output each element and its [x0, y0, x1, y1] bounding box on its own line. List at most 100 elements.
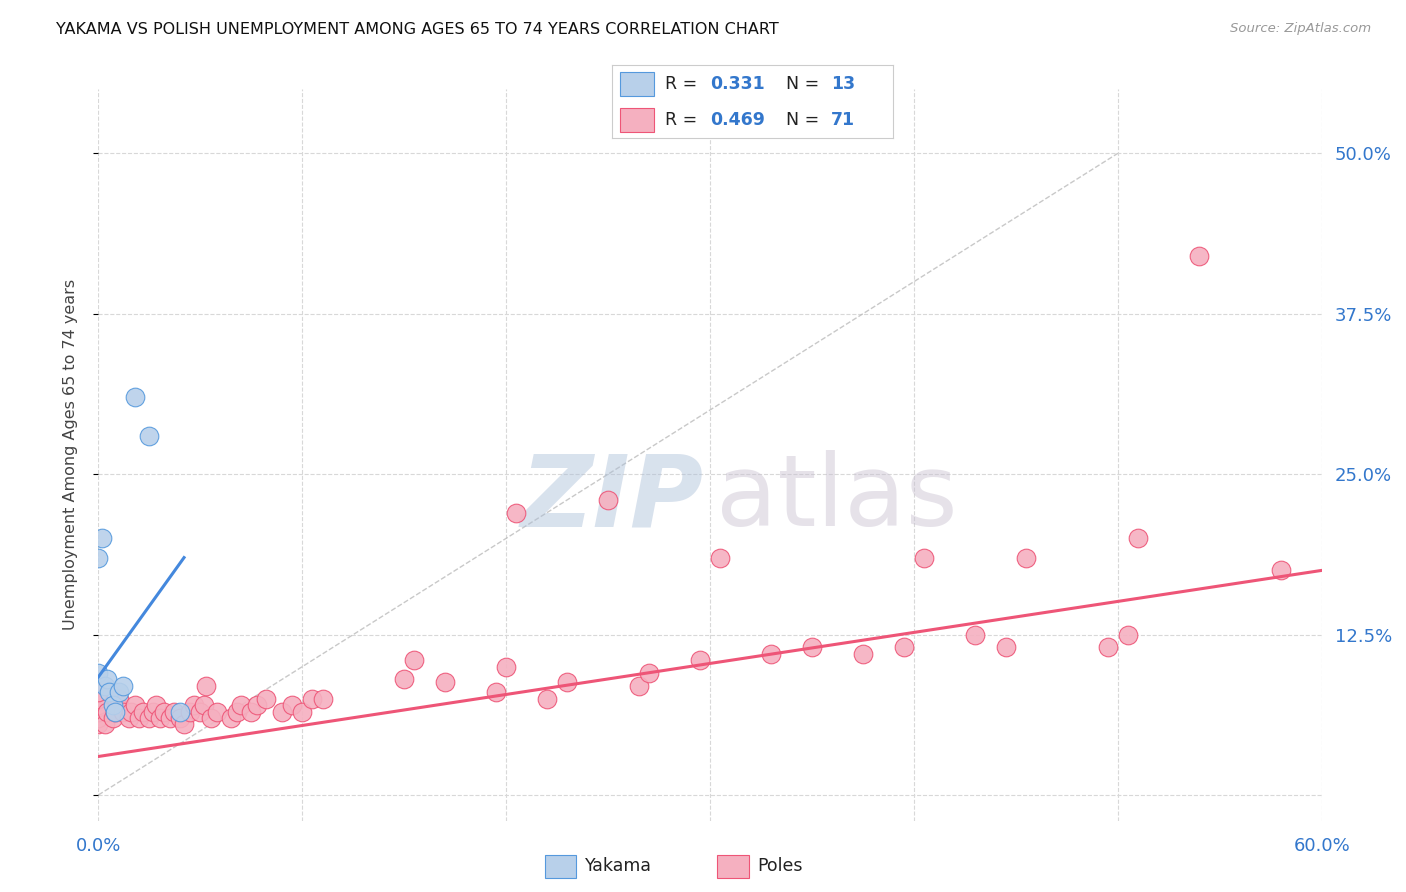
Point: [557, 675, 579, 690]
Point: [312, 691, 335, 706]
Point: [392, 673, 416, 687]
Point: [108, 691, 131, 706]
Point: [598, 492, 620, 507]
Point: [226, 705, 249, 719]
Point: [87, 550, 110, 565]
Point: [231, 698, 253, 713]
Bar: [544, 855, 576, 878]
Point: [124, 698, 146, 713]
Point: [801, 640, 824, 655]
Point: [101, 711, 124, 725]
Point: [111, 679, 134, 693]
Point: [638, 666, 661, 681]
Point: [246, 698, 269, 713]
Text: atlas: atlas: [716, 450, 957, 548]
Point: [173, 717, 195, 731]
Text: 0.331: 0.331: [710, 75, 765, 93]
Point: [188, 705, 212, 719]
Point: [1015, 550, 1038, 565]
Point: [709, 550, 731, 565]
Text: N =: N =: [786, 75, 825, 93]
Point: [169, 711, 191, 725]
Point: [270, 705, 294, 719]
Point: [105, 698, 128, 713]
Point: [291, 705, 314, 719]
Point: [912, 550, 935, 565]
Point: [205, 705, 228, 719]
Point: [87, 717, 110, 731]
Point: [120, 705, 142, 719]
Point: [93, 679, 115, 693]
Point: [536, 691, 558, 706]
Point: [893, 640, 915, 655]
Point: [1097, 640, 1119, 655]
Point: [183, 698, 205, 713]
Point: [200, 711, 222, 725]
Point: [281, 698, 304, 713]
Point: [104, 705, 127, 719]
Point: [124, 390, 146, 404]
Point: [1116, 627, 1139, 641]
Point: [1270, 563, 1292, 577]
Point: [87, 666, 110, 681]
Point: [485, 685, 508, 699]
Point: [965, 627, 987, 641]
Text: 0.469: 0.469: [710, 111, 765, 128]
Point: [404, 653, 426, 667]
Point: [108, 685, 131, 699]
Point: [101, 698, 124, 713]
Point: [219, 711, 242, 725]
Point: [169, 705, 191, 719]
Point: [132, 705, 155, 719]
Point: [152, 705, 174, 719]
Text: N =: N =: [786, 111, 825, 128]
Point: [159, 711, 181, 725]
Point: [163, 705, 186, 719]
Point: [111, 705, 134, 719]
Point: [96, 705, 118, 719]
Bar: [620, 108, 654, 132]
Point: [87, 685, 110, 699]
Text: 13: 13: [831, 75, 855, 93]
Point: [91, 532, 114, 546]
Text: Yakama: Yakama: [585, 857, 652, 875]
Point: [761, 647, 783, 661]
Point: [87, 698, 110, 713]
Text: YAKAMA VS POLISH UNEMPLOYMENT AMONG AGES 65 TO 74 YEARS CORRELATION CHART: YAKAMA VS POLISH UNEMPLOYMENT AMONG AGES…: [56, 22, 779, 37]
Point: [193, 698, 215, 713]
Point: [138, 428, 160, 442]
Point: [1188, 249, 1211, 263]
Bar: [717, 855, 748, 878]
Text: 71: 71: [831, 111, 855, 128]
Point: [87, 705, 110, 719]
Point: [254, 691, 277, 706]
Bar: [620, 71, 654, 95]
Point: [93, 717, 115, 731]
Point: [505, 506, 527, 520]
Text: ZIP: ZIP: [520, 450, 704, 548]
Point: [87, 711, 110, 725]
Text: Source: ZipAtlas.com: Source: ZipAtlas.com: [1230, 22, 1371, 36]
Point: [195, 679, 218, 693]
Point: [142, 705, 165, 719]
Point: [149, 711, 172, 725]
Point: [96, 673, 118, 687]
Text: R =: R =: [665, 111, 703, 128]
Point: [145, 698, 167, 713]
Y-axis label: Unemployment Among Ages 65 to 74 years: Unemployment Among Ages 65 to 74 years: [63, 279, 77, 631]
Point: [104, 705, 127, 719]
Text: Poles: Poles: [758, 857, 803, 875]
Point: [87, 691, 110, 706]
Text: R =: R =: [665, 75, 703, 93]
Point: [240, 705, 263, 719]
Point: [301, 691, 323, 706]
Point: [627, 679, 650, 693]
Point: [138, 711, 160, 725]
Point: [689, 653, 711, 667]
Point: [434, 675, 457, 690]
Point: [1128, 532, 1150, 546]
Point: [118, 711, 141, 725]
Point: [852, 647, 875, 661]
Point: [128, 711, 150, 725]
Point: [97, 685, 120, 699]
